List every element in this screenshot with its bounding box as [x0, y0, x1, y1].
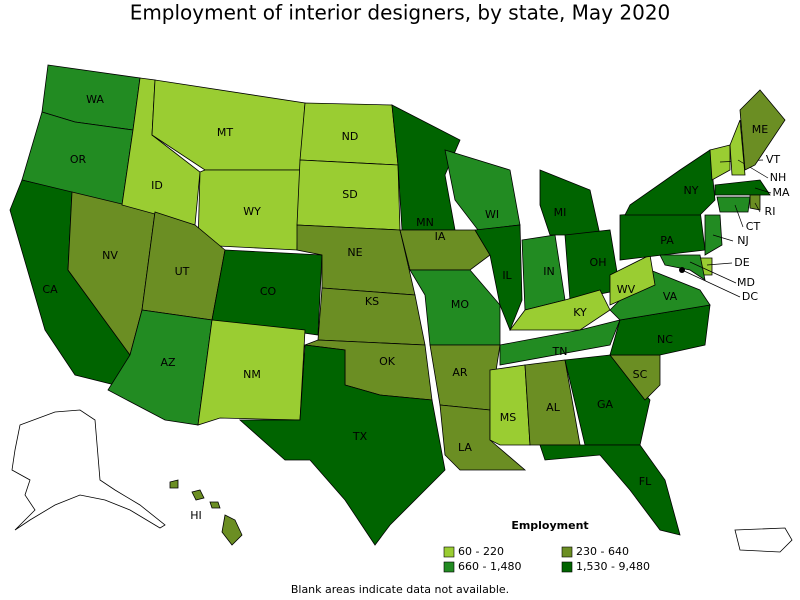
state-label: WA — [86, 93, 104, 106]
leader-line — [681, 269, 741, 298]
state-label: MO — [451, 298, 469, 311]
state-label: FL — [639, 475, 652, 488]
state-label: UT — [175, 265, 190, 278]
state-label: SD — [342, 188, 357, 201]
state-label: DE — [734, 256, 749, 269]
state-label: RI — [765, 205, 776, 218]
note: Blank areas indicate data not available. — [291, 583, 509, 596]
state-label: OR — [70, 153, 87, 166]
state-label: AL — [546, 401, 561, 414]
state-shape — [739, 89, 786, 171]
state-label: WV — [617, 283, 636, 296]
state-shape — [238, 344, 446, 546]
state-label: NV — [102, 249, 118, 262]
state-label: NE — [347, 246, 362, 259]
state-label: WY — [243, 205, 261, 218]
state-shape — [609, 254, 656, 306]
state-shape — [399, 229, 491, 271]
state-label: NC — [657, 333, 673, 346]
state-label: ME — [752, 123, 768, 136]
state-label: LA — [458, 441, 472, 454]
state-label: HI — [190, 509, 202, 522]
state-shape — [709, 144, 731, 181]
state-label: NM — [243, 368, 261, 381]
state-label: OK — [379, 355, 396, 368]
legend-label: 660 - 1,480 — [458, 560, 521, 573]
alaska-outline — [11, 409, 166, 531]
state-label: AZ — [160, 356, 176, 369]
leader-line — [754, 187, 772, 194]
legend-swatch — [443, 561, 455, 573]
state-shape — [716, 196, 751, 213]
state-label: CA — [42, 283, 58, 296]
state-label: IL — [502, 269, 512, 282]
state-shape — [499, 319, 621, 366]
state-label: AR — [452, 366, 468, 379]
state-label: NH — [770, 171, 787, 184]
leader-line — [734, 204, 744, 228]
state-label: KY — [573, 306, 587, 319]
state-label: MI — [554, 206, 567, 219]
state-label: KS — [365, 295, 379, 308]
state-label: TN — [552, 345, 568, 358]
state-label: ND — [342, 130, 359, 143]
state-shape — [714, 179, 771, 196]
leader-line — [712, 234, 734, 242]
state-label: MT — [217, 126, 233, 139]
legend-title: Employment — [511, 519, 588, 532]
legend-label: 1,530 - 9,480 — [576, 560, 650, 573]
puerto-rico-outline — [734, 527, 793, 553]
state-shape — [444, 149, 521, 231]
state-shape — [169, 479, 243, 546]
state-shape — [729, 119, 746, 176]
legend: 60 - 220 230 - 640 660 - 1,480 1,530 - 9,48… — [443, 545, 650, 573]
state-label: CO — [260, 285, 277, 298]
leader-line — [737, 159, 769, 179]
legend-label: 60 - 220 — [458, 545, 504, 558]
legend-swatch — [561, 561, 573, 573]
legend-swatch — [561, 546, 573, 558]
state-label: DC — [742, 290, 758, 303]
legend-label: 230 - 640 — [576, 545, 629, 558]
state-label: MS — [500, 411, 516, 424]
state-label: MD — [737, 276, 755, 289]
state-shape — [489, 364, 531, 446]
state-label: OH — [590, 256, 607, 269]
state-label: IN — [543, 265, 554, 278]
state-label: GA — [597, 398, 614, 411]
state-label: IA — [435, 230, 446, 243]
state-label: PA — [660, 234, 674, 247]
state-label: MN — [416, 216, 434, 229]
state-label: VT — [766, 153, 781, 166]
leader-line — [706, 262, 733, 266]
state-shape — [197, 319, 306, 426]
state-label: NY — [684, 184, 699, 197]
state-shape — [197, 169, 301, 251]
state-label: SC — [633, 368, 648, 381]
state-label: NJ — [737, 234, 748, 247]
state-label: CT — [746, 220, 761, 233]
state-label: VA — [663, 290, 678, 303]
leader-line — [689, 261, 737, 284]
state-shape — [539, 444, 681, 536]
map-title: Employment of interior designers, by sta… — [130, 1, 671, 25]
leader-line — [754, 202, 761, 213]
state-label: ID — [151, 179, 163, 192]
state-label: WI — [485, 208, 499, 221]
state-shape — [539, 169, 601, 236]
state-shape — [749, 194, 761, 211]
state-label: MA — [772, 186, 789, 199]
legend-swatch — [443, 546, 455, 558]
state-label: TX — [352, 430, 368, 443]
state-shape — [624, 149, 716, 216]
